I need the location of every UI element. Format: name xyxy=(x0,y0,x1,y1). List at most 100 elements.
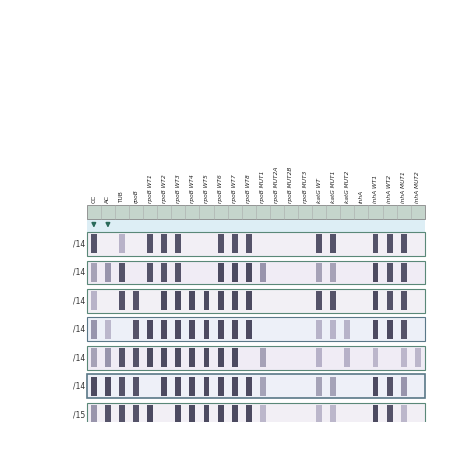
Bar xyxy=(87,205,425,219)
Bar xyxy=(91,405,97,424)
Text: inhA WT1: inhA WT1 xyxy=(373,175,378,203)
Text: /14: /14 xyxy=(73,239,85,248)
Bar xyxy=(330,320,336,339)
Bar xyxy=(344,348,350,367)
Bar xyxy=(161,377,167,396)
Text: rpoB WT2: rpoB WT2 xyxy=(162,174,167,203)
Bar xyxy=(203,377,210,396)
Bar xyxy=(133,348,139,367)
Bar xyxy=(330,292,336,310)
Bar xyxy=(232,235,237,254)
Bar xyxy=(387,320,392,339)
Bar xyxy=(218,263,224,282)
Bar xyxy=(147,405,153,424)
Text: /14: /14 xyxy=(73,268,85,277)
Text: inhA WT2: inhA WT2 xyxy=(387,175,392,203)
Text: TUB: TUB xyxy=(119,191,125,203)
Bar xyxy=(133,292,139,310)
Text: rpoB WT1: rpoB WT1 xyxy=(148,174,153,203)
Bar xyxy=(246,263,252,282)
Bar xyxy=(87,346,425,370)
Bar xyxy=(316,377,322,396)
Bar xyxy=(119,405,125,424)
Bar xyxy=(387,377,392,396)
Bar xyxy=(387,235,392,254)
Bar xyxy=(373,377,378,396)
Bar xyxy=(175,377,181,396)
Text: rpoB WT6: rpoB WT6 xyxy=(218,174,223,203)
Bar xyxy=(175,263,181,282)
Bar xyxy=(401,377,407,396)
Bar xyxy=(203,405,210,424)
Bar xyxy=(218,377,224,396)
Bar xyxy=(203,292,210,310)
Bar xyxy=(190,377,195,396)
Bar xyxy=(232,320,237,339)
Bar xyxy=(218,235,224,254)
Bar xyxy=(232,377,237,396)
Text: /14: /14 xyxy=(73,296,85,305)
Bar xyxy=(203,348,210,367)
Bar xyxy=(119,263,125,282)
Text: rpoB WT4: rpoB WT4 xyxy=(190,174,195,203)
Bar xyxy=(147,348,153,367)
Bar xyxy=(330,405,336,424)
Bar xyxy=(105,348,111,367)
Bar xyxy=(218,292,224,310)
Bar xyxy=(175,348,181,367)
Bar xyxy=(105,377,111,396)
Bar xyxy=(218,348,224,367)
Text: katG MUT2: katG MUT2 xyxy=(345,171,350,203)
Bar xyxy=(330,235,336,254)
Bar xyxy=(316,348,322,367)
Bar xyxy=(344,320,350,339)
Bar xyxy=(147,320,153,339)
Text: inhA MUT2: inhA MUT2 xyxy=(415,171,420,203)
Bar xyxy=(401,292,407,310)
Bar xyxy=(175,235,181,254)
Text: /14: /14 xyxy=(73,382,85,391)
Bar xyxy=(190,320,195,339)
Bar xyxy=(387,405,392,424)
Bar xyxy=(316,320,322,339)
Bar xyxy=(119,292,125,310)
Bar xyxy=(91,292,97,310)
Bar xyxy=(147,263,153,282)
Text: katG WT: katG WT xyxy=(317,178,322,203)
Bar xyxy=(147,235,153,254)
Bar xyxy=(218,320,224,339)
Bar xyxy=(175,292,181,310)
Bar xyxy=(190,292,195,310)
Text: /14: /14 xyxy=(73,325,85,334)
Bar xyxy=(316,405,322,424)
Bar xyxy=(373,405,378,424)
Bar xyxy=(91,235,97,254)
Bar xyxy=(161,348,167,367)
Text: inhA: inhA xyxy=(359,190,364,203)
Bar xyxy=(401,348,407,367)
Bar xyxy=(373,235,378,254)
Bar xyxy=(161,292,167,310)
Text: rpoB MUT2A: rpoB MUT2A xyxy=(274,166,279,203)
Bar xyxy=(401,320,407,339)
Bar xyxy=(316,263,322,282)
Bar xyxy=(190,348,195,367)
Bar xyxy=(133,377,139,396)
Bar xyxy=(373,320,378,339)
Bar xyxy=(91,263,97,282)
Bar xyxy=(246,320,252,339)
Bar xyxy=(316,235,322,254)
Text: CC: CC xyxy=(91,195,96,203)
Bar xyxy=(387,263,392,282)
Text: rpoB WT5: rpoB WT5 xyxy=(204,174,209,203)
Bar xyxy=(105,405,111,424)
Bar xyxy=(203,320,210,339)
Bar xyxy=(87,403,425,427)
Bar xyxy=(401,235,407,254)
Bar xyxy=(119,377,125,396)
Text: /14: /14 xyxy=(73,353,85,362)
Text: rpoB MUT2B: rpoB MUT2B xyxy=(289,166,293,203)
Bar xyxy=(232,263,237,282)
Bar xyxy=(87,219,425,233)
Bar xyxy=(91,348,97,367)
